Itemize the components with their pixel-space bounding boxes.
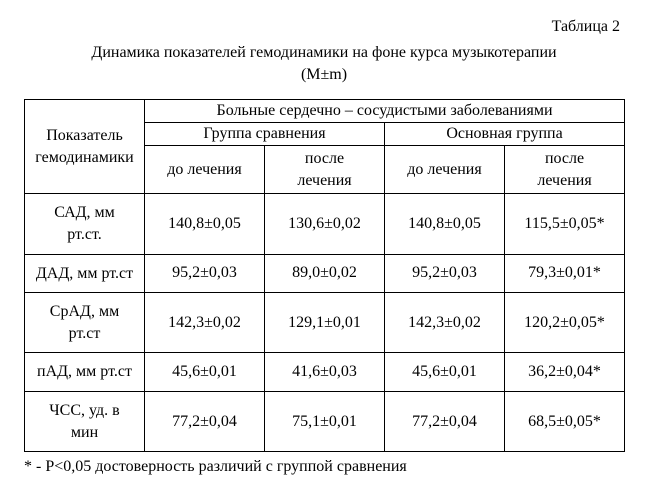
cell: 36,2±0,04* bbox=[505, 353, 625, 392]
cell: 68,5±0,05* bbox=[505, 391, 625, 451]
col-header-indicator: Показатель гемодинамики bbox=[25, 100, 145, 194]
cell: 142,3±0,02 bbox=[385, 293, 505, 353]
col-header-g1-after: после лечения bbox=[265, 146, 385, 194]
col-header-g2-after: после лечения bbox=[505, 146, 625, 194]
row-label: ДАД, мм рт.ст bbox=[25, 254, 145, 293]
row-label: ЧСС, уд. в мин bbox=[25, 391, 145, 451]
cell: 89,0±0,02 bbox=[265, 254, 385, 293]
cell: 95,2±0,03 bbox=[385, 254, 505, 293]
col-header-g2-before: до лечения bbox=[385, 146, 505, 194]
table-row: САД, мм рт.ст. 140,8±0,05 130,6±0,02 140… bbox=[25, 194, 625, 254]
table-row: ЧСС, уд. в мин 77,2±0,04 75,1±0,01 77,2±… bbox=[25, 391, 625, 451]
cell: 120,2±0,05* bbox=[505, 293, 625, 353]
col-header-patients: Больные сердечно – сосудистыми заболеван… bbox=[145, 100, 625, 123]
footnote: * - Р<0,05 достоверность различий с груп… bbox=[24, 458, 624, 476]
title-line2: (M±m) bbox=[24, 64, 624, 86]
data-table: Показатель гемодинамики Больные сердечно… bbox=[24, 99, 625, 452]
table-title: Динамика показателей гемодинамики на фон… bbox=[24, 42, 624, 85]
cell: 75,1±0,01 bbox=[265, 391, 385, 451]
table-number: Таблица 2 bbox=[24, 18, 620, 36]
cell: 79,3±0,01* bbox=[505, 254, 625, 293]
cell: 95,2±0,03 bbox=[145, 254, 265, 293]
table-header-row-1: Показатель гемодинамики Больные сердечно… bbox=[25, 100, 625, 123]
cell: 115,5±0,05* bbox=[505, 194, 625, 254]
col-header-group1: Группа сравнения bbox=[145, 123, 385, 146]
title-line1: Динамика показателей гемодинамики на фон… bbox=[24, 42, 624, 64]
col-header-group2: Основная группа bbox=[385, 123, 625, 146]
row-label: СрАД, мм рт.ст bbox=[25, 293, 145, 353]
table-row: ДАД, мм рт.ст 95,2±0,03 89,0±0,02 95,2±0… bbox=[25, 254, 625, 293]
cell: 140,8±0,05 bbox=[385, 194, 505, 254]
col-header-g1-before: до лечения bbox=[145, 146, 265, 194]
row-label: САД, мм рт.ст. bbox=[25, 194, 145, 254]
cell: 77,2±0,04 bbox=[385, 391, 505, 451]
cell: 130,6±0,02 bbox=[265, 194, 385, 254]
cell: 142,3±0,02 bbox=[145, 293, 265, 353]
cell: 129,1±0,01 bbox=[265, 293, 385, 353]
cell: 45,6±0,01 bbox=[145, 353, 265, 392]
table-row: СрАД, мм рт.ст 142,3±0,02 129,1±0,01 142… bbox=[25, 293, 625, 353]
cell: 77,2±0,04 bbox=[145, 391, 265, 451]
row-label: пАД, мм рт.ст bbox=[25, 353, 145, 392]
cell: 45,6±0,01 bbox=[385, 353, 505, 392]
table-row: пАД, мм рт.ст 45,6±0,01 41,6±0,03 45,6±0… bbox=[25, 353, 625, 392]
cell: 41,6±0,03 bbox=[265, 353, 385, 392]
cell: 140,8±0,05 bbox=[145, 194, 265, 254]
